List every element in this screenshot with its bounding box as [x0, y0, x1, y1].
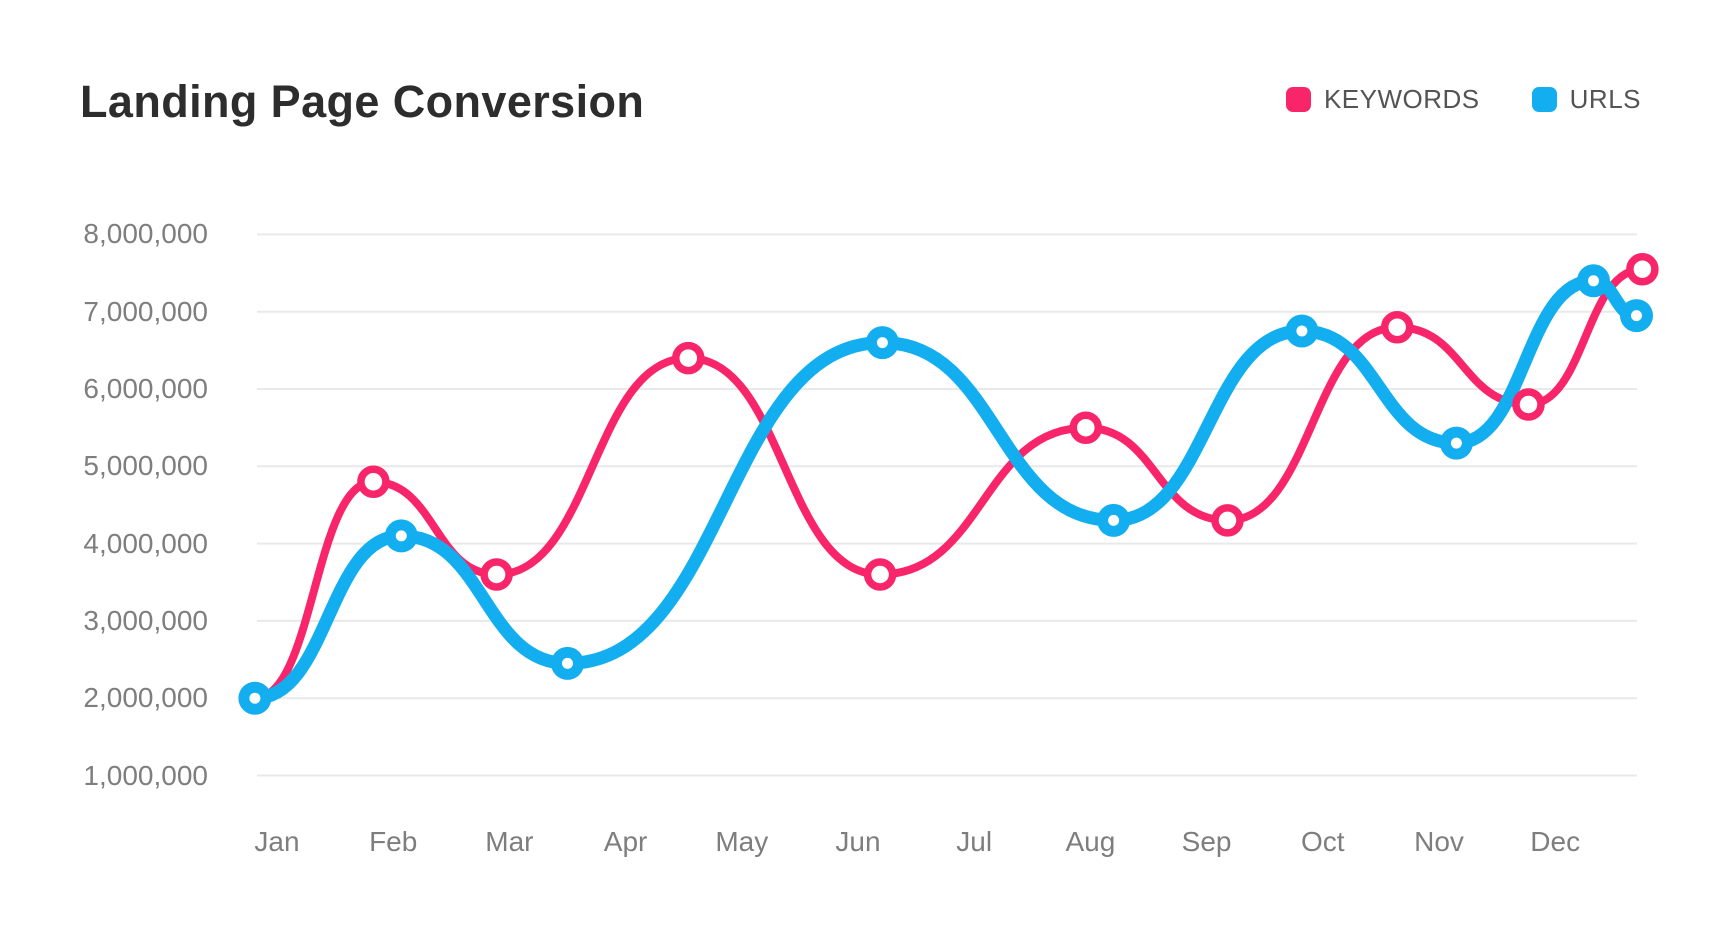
keywords-point [1069, 411, 1103, 444]
keywords-points [238, 252, 1659, 715]
y-axis-label: 5,000,000 [83, 450, 208, 482]
legend: KEYWORDS URLS [1285, 84, 1641, 115]
x-axis-label: Jul [956, 826, 993, 857]
urls-point-center [395, 530, 407, 542]
x-axis-label: Jan [254, 826, 300, 857]
urls-point-center [1296, 325, 1308, 337]
keywords-legend-label: KEYWORDS [1323, 84, 1480, 114]
x-axis-label: Mar [485, 826, 534, 857]
keywords-point [1380, 310, 1414, 344]
y-axis-label: 3,000,000 [83, 604, 208, 636]
keywords-point [1626, 252, 1659, 286]
urls-legend-label: URLS [1569, 84, 1641, 114]
x-axis-label: Dec [1530, 826, 1581, 857]
urls-points [238, 264, 1653, 715]
x-axis-label: May [715, 826, 769, 857]
urls-point-center [1588, 275, 1599, 287]
urls-point-center [249, 692, 261, 704]
x-axis-label: Sep [1181, 826, 1232, 857]
x-axis-label: Jun [835, 826, 881, 857]
urls-point-center [1631, 310, 1642, 322]
chart-title: Landing Page Conversion [80, 76, 645, 127]
keywords-point [863, 558, 897, 591]
y-axis-label: 8,000,000 [83, 218, 208, 250]
x-axis-label: Nov [1414, 826, 1464, 857]
urls-point-center [562, 657, 573, 669]
keywords-point [672, 341, 705, 375]
urls-point-center [876, 337, 888, 349]
y-axis-label: 4,000,000 [83, 527, 208, 559]
keywords-point [357, 465, 390, 499]
keywords-swatch-icon [1285, 87, 1311, 112]
y-axis-label: 1,000,000 [83, 759, 208, 791]
urls-point-center [1108, 514, 1120, 526]
y-axis-label: 2,000,000 [83, 682, 208, 714]
urls-swatch-icon [1531, 87, 1557, 112]
keywords-line [250, 265, 1647, 703]
urls-point-center [1450, 437, 1462, 449]
x-axis-label: Oct [1301, 826, 1345, 857]
keywords-point [480, 558, 513, 591]
x-axis-label: Apr [603, 826, 648, 857]
y-axis-label: 7,000,000 [83, 295, 208, 327]
x-axis-label: Aug [1065, 826, 1116, 857]
keywords-point [1211, 504, 1244, 537]
legend-item-keywords: KEYWORDS [1285, 84, 1480, 115]
legend-item-urls: URLS [1531, 84, 1641, 115]
keywords-point [1512, 388, 1545, 421]
urls-line [248, 274, 1643, 705]
y-axis-label: 6,000,000 [83, 373, 208, 404]
x-axis-label: Feb [369, 826, 418, 857]
